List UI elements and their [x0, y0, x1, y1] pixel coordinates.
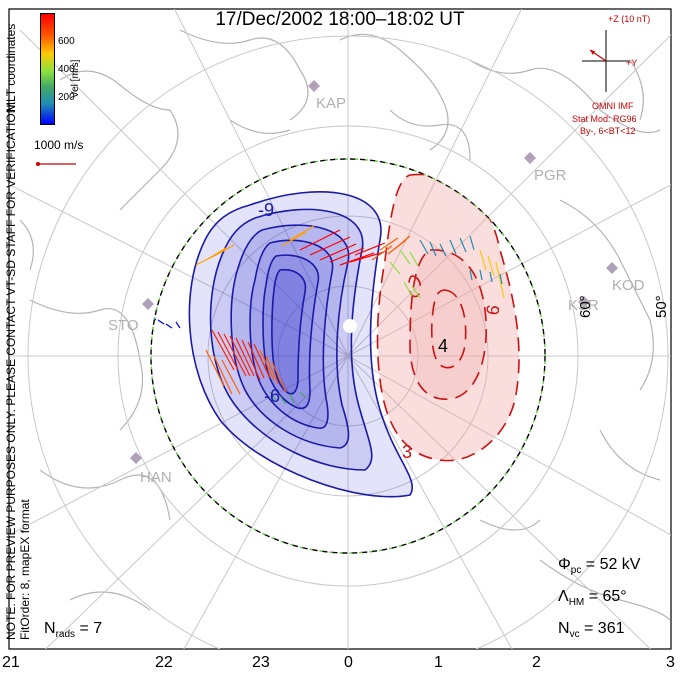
station-pgr: PGR — [534, 167, 567, 184]
reference-vector-label: 1000 m/s — [34, 138, 84, 152]
imf-model: Stat Mod: RG96 — [572, 114, 637, 124]
mlt-tick-22: 22 — [155, 654, 173, 671]
pole-marker — [343, 319, 357, 333]
velocity-axis-label: Vel [m/s] — [70, 59, 81, 98]
contour-label-neg9: -9 — [258, 200, 274, 220]
station-sto: STO — [108, 317, 139, 334]
velocity-vectors — [151, 225, 505, 405]
n-vc-symbol: N — [558, 620, 570, 637]
lambda-hm-symbol: Λ — [558, 588, 569, 605]
coordinates-label: MLT coordinates — [4, 23, 18, 112]
contour-label-6: 6 — [482, 303, 503, 316]
contour-label-neg6: -6 — [264, 386, 280, 406]
mlt-tick-3: 3 — [666, 654, 675, 671]
legend-tick-200: 200 — [58, 92, 75, 103]
lat-label-50: 50° — [653, 295, 670, 318]
station-kod: KOD — [612, 277, 645, 294]
map-title: 17/Dec/2002 18:00–18:02 UT — [215, 9, 465, 30]
positive-cell — [376, 173, 520, 462]
imf-y-label: +Y — [626, 58, 638, 68]
negative-cell — [188, 191, 414, 498]
preview-note-line1: NOTE: FOR PREVIEW PURPOSES ONLY. PLEASE … — [4, 101, 18, 640]
phi-pc-symbol: Φ — [558, 556, 571, 573]
legend-tick-600: 600 — [58, 36, 75, 47]
imf-z-label: +Z (10 nT) — [608, 14, 651, 24]
station-labels: KAP PGR KOD KSR STO HAN — [108, 95, 645, 486]
imf-condition: By-, 6<BT<12 — [580, 126, 636, 136]
mlt-tick-2: 2 — [532, 654, 541, 671]
velocity-colorbar — [40, 13, 55, 125]
station-ksr: KSR — [568, 297, 599, 314]
preview-note: NOTE: FOR PREVIEW PURPOSES ONLY. PLEASE … — [4, 101, 32, 640]
n-rads-symbol: N — [44, 620, 56, 637]
lambda-hm-sub: HM — [568, 597, 585, 609]
mlt-tick-0: 0 — [344, 654, 353, 671]
lambda-hm-stat: ΛHM = 65° — [558, 588, 627, 608]
contour-label-3: 3 — [402, 442, 412, 462]
lat-labels: 60° 50° — [577, 295, 670, 318]
n-vc-stat: Nvc = 361 — [558, 620, 625, 640]
fit-order-line: FitOrder: 8, mapEX format — [18, 499, 32, 640]
mlt-tick-1: 1 — [434, 654, 443, 671]
station-kap: KAP — [316, 95, 346, 112]
n-rads-value: = 7 — [75, 620, 103, 637]
station-markers — [130, 80, 618, 464]
coastlines — [19, 29, 671, 621]
n-rads-stat: Nrads = 7 — [44, 620, 102, 640]
n-vc-value: = 361 — [579, 620, 625, 637]
phi-pc-stat: Φpc = 52 kV — [558, 556, 640, 576]
mlt-tick-21: 21 — [2, 654, 20, 671]
mlt-tick-23: 23 — [252, 654, 270, 671]
imf-source: OMNI IMF — [592, 101, 634, 111]
imf-dial — [582, 30, 630, 92]
hm-boundary-green — [150, 158, 546, 554]
station-han: HAN — [140, 469, 172, 486]
lambda-hm-value: = 65° — [584, 588, 627, 605]
n-rads-sub: rads — [55, 629, 76, 641]
plot-frame — [8, 8, 672, 650]
reference-vector — [36, 162, 76, 166]
phi-pc-sub: pc — [570, 565, 582, 577]
contour-label-4: 4 — [438, 336, 448, 356]
lat-label-60: 60° — [577, 295, 594, 318]
legend-tick-400: 400 — [58, 64, 75, 75]
phi-pc-value: = 52 kV — [581, 556, 641, 573]
contour-labels: -9 -6 3 4 6 — [258, 200, 504, 462]
n-vc-sub: vc — [569, 629, 580, 641]
